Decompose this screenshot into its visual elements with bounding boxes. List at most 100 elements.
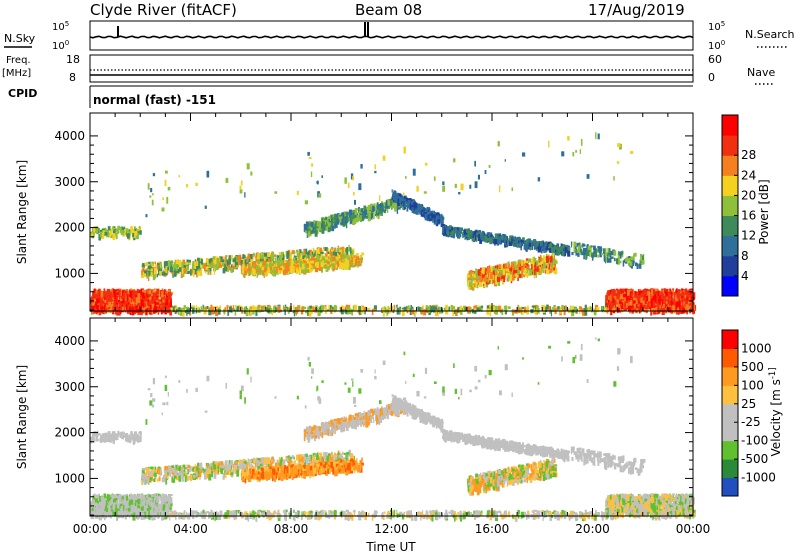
range-gate-cell xyxy=(263,252,265,257)
range-gate-cell xyxy=(449,225,452,229)
range-gate-cell xyxy=(307,252,310,259)
range-gate-cell xyxy=(259,255,263,262)
range-gate-cell xyxy=(103,306,106,311)
range-gate-cell xyxy=(642,292,645,298)
range-gate-cell xyxy=(629,307,632,312)
range-gate-cell xyxy=(316,262,320,268)
range-gate-cell xyxy=(627,300,630,305)
range-gate-cell xyxy=(321,266,323,273)
range-gate-cell xyxy=(671,292,673,299)
range-gate-cell xyxy=(161,308,165,313)
range-gate-cell xyxy=(387,201,390,206)
range-gate-cell xyxy=(446,226,450,231)
range-gate-cell xyxy=(120,230,124,235)
range-gate-cell xyxy=(670,301,673,306)
range-gate-cell xyxy=(132,295,136,299)
range-gate-cell xyxy=(228,255,232,262)
range-gate-cell xyxy=(241,265,243,269)
range-gate-cell xyxy=(341,309,344,315)
range-gate-cell xyxy=(493,238,497,245)
range-gate-cell xyxy=(518,240,520,244)
range-gate-cell xyxy=(289,255,292,261)
nave-label: Nave xyxy=(747,66,775,79)
range-gate-cell xyxy=(245,309,249,317)
range-gate-cell xyxy=(253,254,256,257)
range-gate-cell xyxy=(187,259,191,263)
range-gate-cell xyxy=(373,305,377,310)
range-gate-cell xyxy=(432,306,436,313)
range-gate-cell xyxy=(226,305,229,312)
range-gate-cell xyxy=(647,292,650,295)
range-gate-cell xyxy=(172,306,175,313)
range-gate-cell xyxy=(112,226,114,231)
range-gate-cell xyxy=(327,251,330,254)
range-gate-cell xyxy=(176,269,180,274)
range-gate-cell xyxy=(670,291,672,295)
range-gate-cell xyxy=(109,300,111,307)
range-gate-cell xyxy=(358,305,361,312)
range-gate-cell xyxy=(306,224,308,230)
range-gate-cell xyxy=(665,289,668,296)
range-gate-cell xyxy=(480,267,482,275)
range-gate-cell xyxy=(234,257,237,263)
range-gate-cell xyxy=(427,211,429,215)
range-gate-cell xyxy=(206,258,209,266)
range-gate-cell xyxy=(689,305,691,308)
range-gate-cell xyxy=(291,262,293,270)
range-gate-cell xyxy=(556,308,559,312)
range-gate-cell xyxy=(673,299,675,303)
range-gate-cell xyxy=(650,293,652,300)
noise-left-tick-top: 105 xyxy=(52,20,69,33)
range-gate-cell xyxy=(549,309,551,314)
range-gate-cell xyxy=(449,229,452,232)
range-gate-cell xyxy=(690,288,693,291)
range-gate-cell xyxy=(111,226,114,230)
range-gate-cell xyxy=(654,294,657,298)
range-gate-cell xyxy=(677,298,680,303)
freq-tick-top: 18 xyxy=(66,53,80,66)
range-gate-cell xyxy=(328,307,331,311)
range-gate-cell xyxy=(281,251,284,259)
range-gate-cell xyxy=(495,236,499,240)
range-gate-cell xyxy=(520,307,524,310)
range-gate-cell xyxy=(371,206,375,212)
range-gate-cell xyxy=(423,207,425,214)
range-gate-cell xyxy=(525,240,527,243)
range-gate-cell xyxy=(561,251,565,257)
range-gate-cell xyxy=(319,307,321,310)
range-gate-cell xyxy=(196,270,198,278)
range-gate-cell xyxy=(112,233,116,240)
range-gate-cell xyxy=(295,307,299,314)
range-gate-cell xyxy=(251,263,254,267)
range-gate-cell xyxy=(531,243,533,250)
range-gate-cell xyxy=(254,306,258,312)
range-gate-cell xyxy=(249,254,253,260)
range-gate-cell xyxy=(683,293,685,301)
range-gate-cell xyxy=(267,269,270,273)
range-gate-cell xyxy=(115,294,119,301)
range-gate-cell xyxy=(98,308,102,316)
range-gate-cell xyxy=(683,298,686,302)
range-gate-cell xyxy=(348,209,352,215)
range-gate-cell xyxy=(557,306,560,310)
range-gate-cell xyxy=(178,260,182,268)
range-gate-cell xyxy=(94,289,98,294)
range-gate-cell xyxy=(343,214,345,220)
range-gate-cell xyxy=(140,299,144,306)
range-gate-cell xyxy=(112,289,116,295)
range-gate-cell xyxy=(630,293,633,297)
range-gate-cell xyxy=(151,296,153,301)
range-gate-cell xyxy=(429,214,431,219)
range-gate-cell xyxy=(200,264,203,268)
range-gate-cell xyxy=(663,296,665,302)
range-gate-cell xyxy=(360,208,363,213)
range-gate-cell xyxy=(400,198,403,201)
range-gate-cell xyxy=(132,290,135,296)
range-gate-cell xyxy=(197,259,200,267)
nave-tick-bottom: 0 xyxy=(708,71,715,84)
range-gate-cell xyxy=(341,252,345,257)
range-gate-cell xyxy=(355,254,357,261)
range-gate-cell xyxy=(312,222,316,229)
range-gate-cell xyxy=(381,208,384,213)
range-gate-cell xyxy=(569,306,571,310)
